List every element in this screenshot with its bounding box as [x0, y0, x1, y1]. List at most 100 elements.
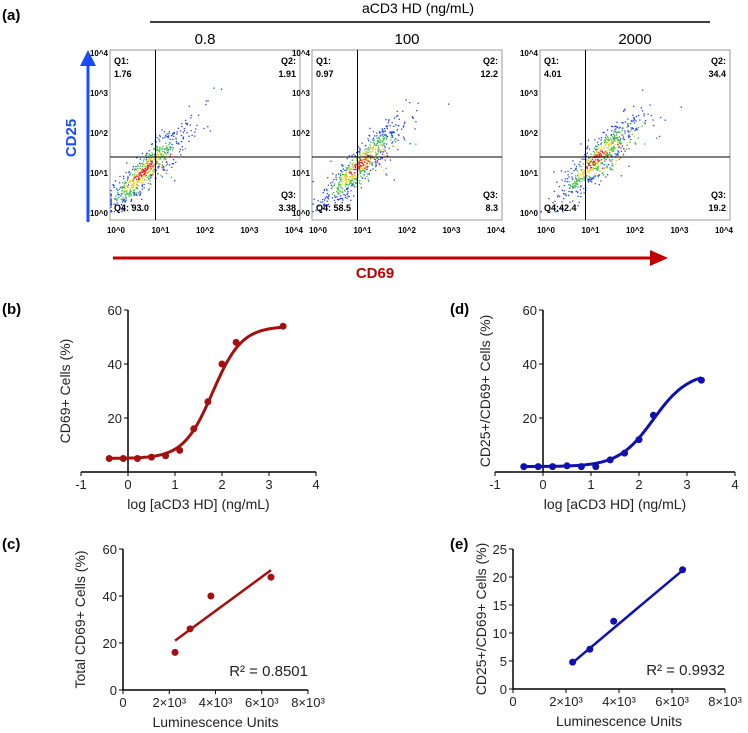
- event-dot: [598, 160, 601, 162]
- event-dot: [144, 163, 146, 165]
- event-dot: [586, 170, 588, 173]
- event-dot: [367, 138, 369, 140]
- event-dot: [580, 186, 582, 188]
- data-point: [190, 425, 198, 433]
- event-dot: [366, 155, 369, 157]
- event-dot: [150, 157, 152, 160]
- event-dot: [610, 134, 612, 136]
- event-dot: [149, 165, 151, 167]
- event-dot: [139, 193, 141, 196]
- event-dot: [131, 180, 133, 182]
- event-dot: [180, 154, 182, 156]
- event-dot: [380, 149, 382, 152]
- event-dot: [195, 128, 197, 130]
- event-dot: [601, 162, 604, 164]
- event-dot: [312, 180, 314, 183]
- event-dot: [604, 141, 606, 143]
- event-dot: [169, 146, 171, 148]
- event-dot: [590, 168, 592, 170]
- x-tick-label: 10^0: [107, 226, 126, 235]
- event-dot: [608, 146, 610, 148]
- y-tick-label: 40: [108, 357, 122, 372]
- event-dot: [598, 155, 601, 158]
- q2-value: 34.4: [708, 69, 726, 79]
- event-dot: [188, 140, 190, 143]
- event-dot: [622, 153, 625, 156]
- event-dot: [166, 163, 168, 165]
- event-dot: [160, 154, 162, 157]
- event-dot: [371, 155, 374, 157]
- event-dot: [628, 135, 630, 137]
- event-dot: [447, 103, 450, 105]
- event-dot: [132, 180, 135, 182]
- event-dot: [574, 184, 576, 187]
- event-dot: [608, 163, 610, 166]
- event-dot: [132, 179, 134, 181]
- event-dot: [598, 153, 600, 156]
- event-dot: [619, 126, 621, 128]
- event-dot: [587, 164, 590, 166]
- event-dot: [631, 133, 633, 136]
- event-dot: [628, 147, 630, 150]
- event-dot: [142, 174, 145, 176]
- event-dot: [151, 175, 153, 177]
- event-dot: [595, 164, 597, 167]
- event-dot: [615, 128, 617, 130]
- q3-value: 8.3: [485, 203, 498, 213]
- event-dot: [561, 201, 563, 203]
- event-dot: [352, 182, 354, 185]
- event-dot: [355, 168, 357, 171]
- event-dot: [169, 155, 171, 157]
- event-dot: [627, 130, 629, 132]
- event-dot: [162, 166, 164, 169]
- event-dot: [334, 195, 336, 197]
- y-tick-label: 60: [103, 542, 117, 557]
- event-dot: [132, 166, 135, 168]
- event-dot: [119, 208, 121, 210]
- event-dot: [370, 158, 372, 160]
- event-dot: [332, 185, 334, 188]
- event-dot: [357, 166, 359, 168]
- event-dot: [576, 179, 578, 181]
- event-dot: [400, 128, 403, 130]
- event-dot: [368, 140, 370, 142]
- event-dot: [572, 187, 574, 189]
- event-dot: [345, 172, 348, 174]
- event-dot: [598, 184, 601, 186]
- event-dot: [121, 199, 123, 201]
- event-dot: [138, 181, 141, 183]
- event-dot: [138, 175, 141, 177]
- event-dot: [344, 182, 347, 184]
- event-dot: [126, 162, 128, 164]
- event-dot: [398, 118, 400, 120]
- event-dot: [339, 191, 342, 193]
- event-dot: [350, 165, 353, 168]
- event-dot: [322, 198, 324, 201]
- event-dot: [383, 127, 386, 130]
- event-dot: [143, 183, 145, 186]
- event-dot: [149, 175, 151, 177]
- event-dot: [404, 121, 406, 123]
- event-dot: [367, 146, 369, 149]
- event-dot: [364, 144, 367, 147]
- event-dot: [350, 175, 352, 177]
- event-dot: [575, 178, 578, 181]
- event-dot: [596, 151, 598, 153]
- event-dot: [147, 158, 150, 161]
- event-dot: [135, 187, 137, 189]
- event-dot: [592, 162, 594, 165]
- event-dot: [381, 144, 383, 146]
- event-dot: [162, 166, 165, 168]
- event-dot: [367, 149, 369, 151]
- event-dot: [379, 135, 381, 137]
- event-dot: [600, 150, 602, 152]
- event-dot: [331, 197, 334, 199]
- event-dot: [117, 191, 119, 194]
- event-dot: [337, 188, 339, 191]
- event-dot: [632, 105, 635, 107]
- event-dot: [340, 180, 342, 182]
- event-dot: [342, 199, 344, 201]
- event-dot: [128, 195, 130, 197]
- event-dot: [577, 177, 579, 179]
- event-dot: [613, 145, 615, 148]
